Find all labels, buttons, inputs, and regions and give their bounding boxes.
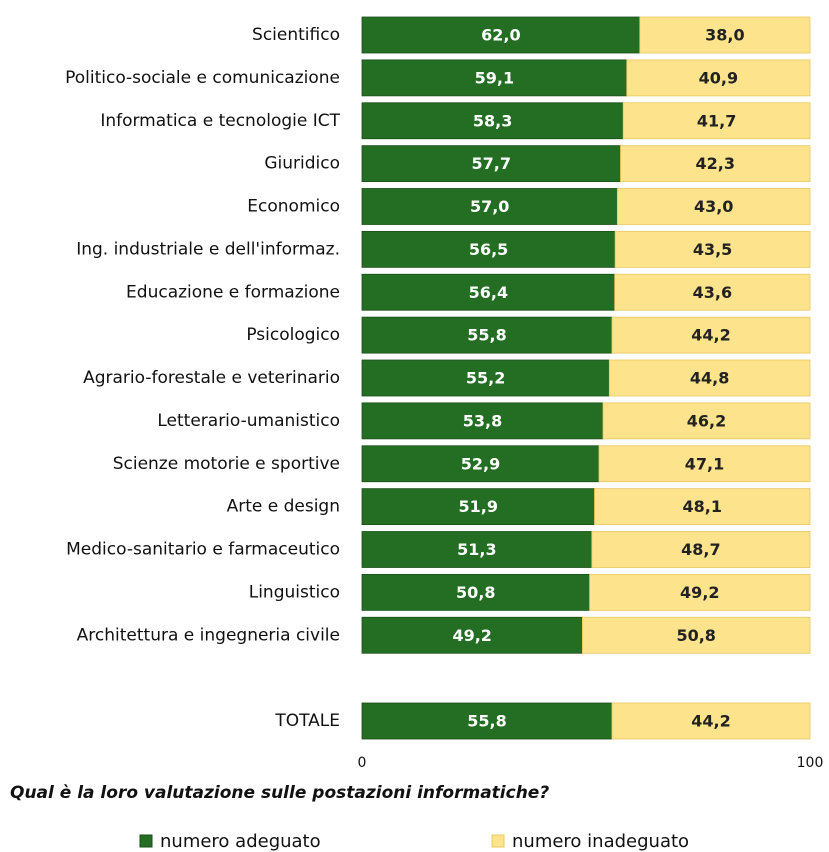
bar-segment: [361, 188, 618, 225]
value-label: 49,2: [680, 583, 719, 602]
value-label: 57,0: [470, 197, 509, 216]
bar-segment: [361, 102, 624, 140]
bar-segment: [639, 16, 811, 54]
bar-segment: [582, 616, 811, 654]
category-label: Scientifico: [252, 25, 340, 45]
category-label: Arte e design: [227, 497, 340, 517]
category-label: Scienze motorie e sportive: [113, 454, 340, 474]
bar-segment: [361, 59, 628, 97]
bar-segment: [361, 573, 590, 611]
bar-segment: [361, 445, 600, 483]
value-label: 44,8: [690, 369, 729, 388]
bar-segment: [361, 402, 604, 440]
bar-segment: [614, 230, 811, 268]
value-label: 48,7: [681, 540, 720, 559]
category-label: Economico: [247, 197, 340, 217]
category-label: Ing. industriale e dell'informaz.: [76, 239, 340, 259]
bar-segment: [602, 402, 811, 440]
bar-segment: [614, 273, 811, 311]
value-label: 40,9: [699, 68, 738, 87]
value-label: 57,7: [472, 154, 511, 173]
bar-segment: [361, 273, 616, 311]
category-label: Psicologico: [246, 325, 340, 345]
value-label: 56,5: [469, 240, 508, 259]
value-label: 46,2: [687, 411, 726, 430]
x-tick-label: 0: [358, 755, 367, 771]
value-label: 44,2: [691, 712, 730, 731]
value-label: 49,2: [452, 626, 491, 645]
value-label: 53,8: [463, 411, 502, 430]
category-label: Linguistico: [249, 582, 340, 602]
bar-segment: [616, 188, 811, 225]
bar-segment: [361, 702, 613, 740]
bar-segment: [361, 16, 641, 54]
value-label: 48,1: [683, 497, 722, 516]
value-label: 55,8: [467, 712, 506, 731]
x-tick-label: 100: [797, 755, 824, 771]
value-label: 58,3: [473, 111, 512, 130]
bar-segment: [626, 59, 811, 97]
bar-segment: [594, 488, 811, 526]
value-label: 55,2: [466, 369, 505, 388]
value-label: 56,4: [469, 283, 508, 302]
bar-segment: [611, 316, 811, 354]
category-label: Giuridico: [264, 154, 340, 174]
value-label: 52,9: [461, 454, 500, 473]
bar-segment: [361, 488, 595, 526]
legend-label: numero adeguato: [160, 831, 321, 852]
value-label: 50,8: [676, 626, 715, 645]
category-label: Educazione e formazione: [126, 282, 340, 302]
value-label: 55,8: [467, 326, 506, 345]
bar-segment: [608, 359, 811, 397]
bar-segment: [361, 616, 583, 654]
value-label: 43,6: [693, 283, 732, 302]
value-label: 47,1: [685, 454, 724, 473]
bar-segment: [611, 702, 811, 740]
value-label: 43,0: [694, 197, 733, 216]
value-label: 51,3: [457, 540, 496, 559]
legend-label: numero inadeguato: [512, 831, 689, 852]
bar-segment: [591, 531, 811, 568]
legend-swatch: [491, 834, 505, 848]
value-label: 44,2: [691, 326, 730, 345]
bar-segment: [622, 102, 811, 140]
category-label: Letterario-umanistico: [157, 411, 340, 431]
value-label: 50,8: [456, 583, 495, 602]
category-label: Informatica e tecnologie ICT: [100, 111, 340, 131]
value-label: 62,0: [481, 26, 520, 45]
category-label: Medico-sanitario e farmaceutico: [66, 540, 340, 560]
category-label: TOTALE: [274, 711, 340, 731]
category-label: Architettura e ingegneria civile: [77, 625, 340, 645]
bar-segment: [598, 445, 811, 483]
value-label: 59,1: [475, 68, 514, 87]
bar-segment: [361, 145, 621, 183]
chart-title: Qual è la loro valutazione sulle postazi…: [10, 783, 549, 803]
category-label: Agrario-forestale e veterinario: [83, 368, 340, 388]
value-label: 43,5: [693, 240, 732, 259]
value-label: 42,3: [696, 154, 735, 173]
bar-segment: [620, 145, 811, 183]
value-label: 38,0: [705, 26, 744, 45]
bar-segment: [361, 531, 593, 568]
value-label: 41,7: [697, 111, 736, 130]
value-label: 51,9: [459, 497, 498, 516]
category-label: Politico-sociale e comunicazione: [65, 68, 340, 88]
legend-swatch: [139, 834, 153, 848]
bar-segment: [361, 359, 610, 397]
bar-segment: [589, 573, 811, 611]
